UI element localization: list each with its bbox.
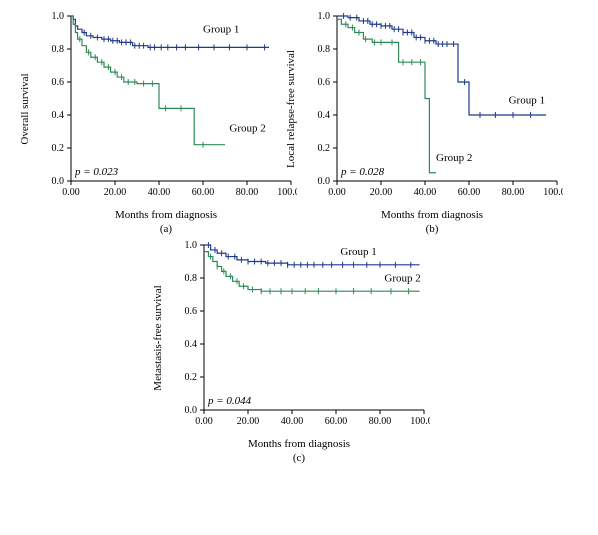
km-plot-b: 0.00 20.00 40.00 60.00 80.00 100.00 0.0 0.2 0.4 0… [301, 10, 563, 207]
plot-wrap-c: Metastasis-free survival0.0020.0040.0060… [168, 239, 430, 436]
p-value-c: p = 0.044 [207, 395, 252, 407]
svg-text:0.6: 0.6 [318, 77, 331, 88]
series-group2 [337, 19, 436, 172]
panel-b: Local relapse-free survival0.0020.0040.0… [301, 10, 563, 235]
svg-text:0.8: 0.8 [52, 44, 65, 55]
svg-text:100.00: 100.00 [410, 416, 430, 427]
xlabel-c: Months from diagnosis [248, 438, 350, 450]
svg-text:20.00: 20.00 [237, 416, 260, 427]
panel-c: Metastasis-free survival0.0020.0040.0060… [168, 239, 430, 464]
svg-text:0.6: 0.6 [52, 77, 65, 88]
caption-c: (c) [293, 452, 305, 464]
svg-text:80.00: 80.00 [502, 187, 525, 198]
annotation-a-1: Group 2 [229, 123, 265, 135]
svg-text:0.6: 0.6 [185, 306, 198, 317]
panel-a: Overall survival0.0020.0040.0060.0080.00… [35, 10, 297, 235]
svg-text:0.4: 0.4 [52, 110, 65, 121]
svg-text:1.0: 1.0 [318, 11, 331, 22]
svg-text:0.0: 0.0 [52, 176, 65, 187]
svg-text:0.2: 0.2 [185, 372, 198, 383]
svg-text:0.00: 0.00 [62, 187, 80, 198]
svg-text:40.00: 40.00 [148, 187, 171, 198]
annotation-b-0: Group 1 [509, 94, 545, 106]
km-plot-c: 0.00 20.00 40.00 60.00 80.00 100.00 0.0 0.2 0.4 0… [168, 239, 430, 436]
caption-a: (a) [160, 223, 172, 235]
annotation-b-1: Group 2 [436, 152, 472, 164]
xlabel-b: Months from diagnosis [381, 209, 483, 221]
svg-text:100.00: 100.00 [277, 187, 297, 198]
svg-text:1.0: 1.0 [52, 11, 65, 22]
svg-text:0.0: 0.0 [185, 405, 198, 416]
p-value-b: p = 0.028 [340, 166, 385, 178]
annotation-c-0: Group 1 [340, 246, 376, 258]
caption-b: (b) [426, 223, 439, 235]
svg-text:0.4: 0.4 [185, 339, 198, 350]
plot-wrap-b: Local relapse-free survival0.0020.0040.0… [301, 10, 563, 207]
svg-text:0.00: 0.00 [328, 187, 346, 198]
series-group1 [204, 245, 420, 265]
ylabel-b: Local relapse-free survival [285, 50, 297, 168]
svg-text:0.0: 0.0 [318, 176, 331, 187]
svg-text:80.00: 80.00 [369, 416, 392, 427]
plot-wrap-a: Overall survival0.0020.0040.0060.0080.00… [35, 10, 297, 207]
svg-text:80.00: 80.00 [236, 187, 259, 198]
annotation-a-0: Group 1 [203, 24, 239, 36]
svg-text:60.00: 60.00 [325, 416, 348, 427]
svg-text:60.00: 60.00 [192, 187, 215, 198]
svg-text:20.00: 20.00 [370, 187, 393, 198]
svg-text:40.00: 40.00 [414, 187, 437, 198]
ylabel-c: Metastasis-free survival [152, 285, 164, 390]
svg-text:20.00: 20.00 [104, 187, 127, 198]
series-group2 [71, 16, 225, 145]
xlabel-a: Months from diagnosis [115, 209, 217, 221]
svg-text:0.00: 0.00 [195, 416, 213, 427]
svg-text:0.8: 0.8 [185, 273, 198, 284]
svg-text:60.00: 60.00 [458, 187, 481, 198]
km-plot-a: 0.00 20.00 40.00 60.00 80.00 100.00 0.0 0.2 0.4 0… [35, 10, 297, 207]
ylabel-a: Overall survival [19, 73, 31, 144]
svg-text:1.0: 1.0 [185, 240, 198, 251]
svg-text:0.4: 0.4 [318, 110, 331, 121]
svg-text:100.00: 100.00 [543, 187, 563, 198]
svg-text:0.2: 0.2 [52, 143, 65, 154]
svg-text:40.00: 40.00 [281, 416, 304, 427]
svg-text:0.2: 0.2 [318, 143, 331, 154]
annotation-c-1: Group 2 [384, 272, 420, 284]
svg-text:0.8: 0.8 [318, 44, 331, 55]
p-value-a: p = 0.023 [74, 166, 119, 178]
